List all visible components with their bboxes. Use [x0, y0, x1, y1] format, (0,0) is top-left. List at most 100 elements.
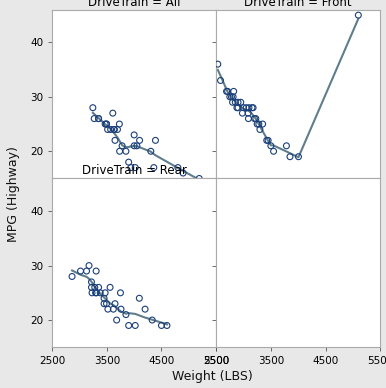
Point — [283, 143, 290, 149]
Point — [108, 126, 114, 133]
Point — [131, 132, 137, 138]
Point — [230, 88, 237, 94]
Point — [232, 99, 239, 106]
Text: MPG (Highway): MPG (Highway) — [7, 146, 20, 242]
Point — [88, 279, 95, 285]
Point — [180, 170, 186, 176]
Point — [86, 263, 92, 269]
Point — [107, 284, 113, 291]
Point — [117, 290, 124, 296]
Point — [91, 116, 97, 122]
Point — [355, 12, 361, 18]
Point — [239, 110, 245, 116]
Point — [103, 301, 110, 307]
Point — [89, 290, 95, 296]
Point — [245, 110, 251, 116]
Point — [234, 105, 240, 111]
Point — [175, 165, 181, 171]
Point — [95, 116, 102, 122]
Text: Weight (LBS): Weight (LBS) — [172, 370, 253, 383]
Point — [229, 99, 235, 106]
Point — [246, 105, 252, 111]
Point — [230, 94, 236, 100]
Point — [117, 148, 123, 154]
Point — [112, 126, 118, 133]
Point — [105, 126, 111, 133]
Point — [137, 137, 143, 144]
Point — [92, 284, 98, 291]
Point — [253, 116, 259, 122]
Title: DriveTrain = Front: DriveTrain = Front — [244, 0, 352, 9]
Point — [88, 284, 95, 291]
Title: DriveTrain = Rear: DriveTrain = Rear — [82, 164, 186, 177]
Point — [125, 159, 132, 165]
Point — [238, 99, 244, 106]
Point — [132, 165, 138, 171]
Point — [97, 290, 103, 296]
Point — [110, 110, 116, 116]
Point — [95, 116, 102, 122]
Point — [287, 154, 293, 160]
Point — [149, 317, 155, 323]
Point — [259, 121, 266, 127]
Point — [229, 94, 235, 100]
Point — [223, 88, 230, 94]
Point — [102, 290, 108, 296]
Point — [152, 137, 159, 144]
Point — [245, 116, 252, 122]
Point — [69, 274, 75, 280]
Point — [196, 175, 202, 182]
Point — [217, 77, 223, 83]
Point — [93, 290, 100, 296]
Point — [257, 126, 263, 133]
Point — [158, 322, 164, 329]
Point — [134, 143, 140, 149]
Point — [112, 301, 118, 307]
Point — [102, 121, 108, 127]
Point — [116, 121, 122, 127]
Point — [111, 126, 117, 133]
Point — [225, 88, 231, 94]
Point — [131, 143, 137, 149]
Point — [256, 121, 262, 127]
Point — [93, 268, 99, 274]
Point — [93, 290, 99, 296]
Point — [101, 295, 107, 301]
Point — [235, 99, 241, 106]
Point — [249, 105, 255, 111]
Point — [103, 121, 110, 127]
Point — [78, 268, 84, 274]
Point — [118, 306, 124, 312]
Point — [114, 126, 120, 133]
Point — [215, 61, 221, 67]
Point — [265, 137, 271, 144]
Point — [103, 121, 110, 127]
Title: DriveTrain = All: DriveTrain = All — [88, 0, 180, 9]
Point — [240, 105, 247, 111]
Point — [83, 268, 90, 274]
Point — [254, 121, 260, 127]
Point — [136, 295, 142, 301]
Point — [235, 105, 241, 111]
Point — [264, 137, 270, 144]
Point — [251, 116, 257, 122]
Point — [112, 137, 118, 144]
Point — [227, 94, 233, 100]
Point — [164, 322, 170, 329]
Point — [271, 148, 277, 154]
Point — [148, 148, 154, 154]
Point — [268, 143, 274, 149]
Point — [142, 306, 148, 312]
Point — [123, 148, 129, 154]
Point — [125, 322, 132, 329]
Point — [128, 165, 134, 171]
Point — [119, 143, 125, 149]
Point — [113, 317, 120, 323]
Point — [101, 301, 107, 307]
Point — [151, 165, 157, 171]
Point — [105, 306, 111, 312]
Point — [90, 105, 96, 111]
Point — [132, 322, 138, 329]
Point — [250, 105, 256, 111]
Point — [110, 306, 117, 312]
